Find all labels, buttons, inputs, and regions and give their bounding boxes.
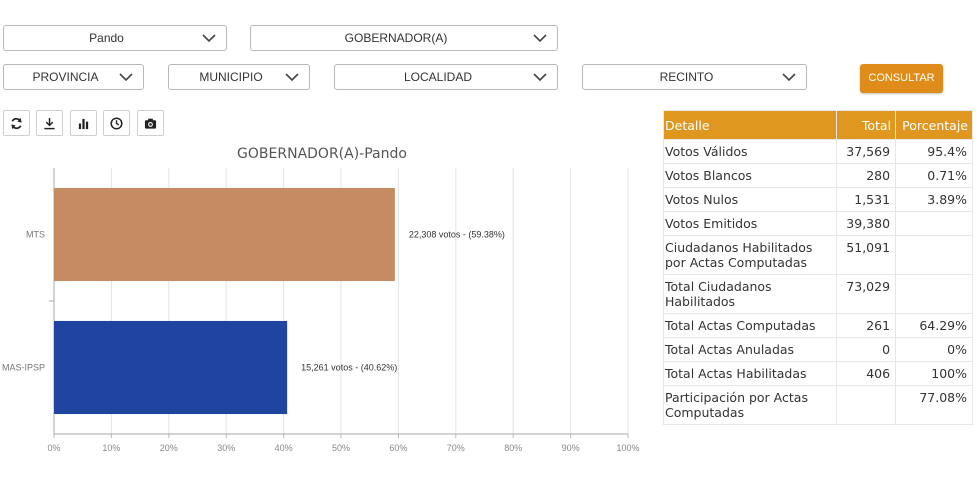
x-tick-label: 40% <box>275 443 293 453</box>
row-percent: 3.89% <box>895 187 973 212</box>
table-row: Participación por Actas Computadas 77.08% <box>662 385 973 425</box>
header-total: Total <box>836 110 897 140</box>
chevron-down-icon <box>533 73 547 82</box>
row-percent: 0% <box>895 337 973 362</box>
row-total: 1,531 <box>836 187 897 212</box>
results-body: Votos Válidos 37,569 95.4% Votos Blancos 280… <box>662 139 973 425</box>
results-bar-chart: GOBERNADOR(A)-Pando 0% 10% 20% 30% 40% 50% 60%… <box>2 146 640 453</box>
chart-bars <box>54 187 395 415</box>
row-total <box>836 385 897 425</box>
row-total: 51,091 <box>836 235 897 275</box>
chevron-down-icon <box>782 73 796 82</box>
row-total: 39,380 <box>836 211 897 236</box>
row-total: 37,569 <box>836 139 897 164</box>
row-label: Ciudadanos Habilitados por Actas Computa… <box>662 235 838 275</box>
download-icon <box>44 117 55 130</box>
table-row: Votos Blancos 280 0.71% <box>662 163 973 188</box>
departamento-select-value: Pando <box>89 31 124 45</box>
table-row: Votos Válidos 37,569 95.4% <box>662 139 973 164</box>
provincia-select-value: PROVINCIA <box>32 70 99 84</box>
row-total: 0 <box>836 337 897 362</box>
x-tick-label: 100% <box>616 443 639 453</box>
bar-mts <box>54 187 395 282</box>
table-row: Total Actas Habilitadas 406 100% <box>662 361 973 386</box>
x-tick-label: 90% <box>562 443 580 453</box>
table-row: Total Actas Computadas 261 64.29% <box>662 313 973 338</box>
municipio-select[interactable]: MUNICIPIO <box>168 64 310 90</box>
chevron-down-icon <box>285 73 299 82</box>
row-percent <box>895 211 973 236</box>
header-porcentaje: Porcentaje <box>895 110 973 140</box>
header-detalle: Detalle <box>662 110 838 140</box>
recinto-select-value: RECINTO <box>659 70 714 84</box>
table-row: Total Actas Anuladas 0 0% <box>662 337 973 362</box>
x-tick-label: 50% <box>332 443 350 453</box>
x-tick-label: 30% <box>217 443 235 453</box>
row-total: 73,029 <box>836 274 897 314</box>
x-tick-label: 70% <box>447 443 465 453</box>
row-percent: 64.29% <box>895 313 973 338</box>
chart-labels: MTS 22,308 votos - (59.38%) MAS-IPSP 15,261… <box>2 230 505 373</box>
cargo-select-value: GOBERNADOR(A) <box>344 31 448 45</box>
bar-data-label: 15,261 votos - (40.62%) <box>301 363 397 373</box>
bar-mas-ipsp <box>54 320 288 415</box>
row-percent: 77.08% <box>895 385 973 425</box>
cargo-select[interactable]: GOBERNADOR(A) <box>250 25 558 51</box>
chevron-down-icon <box>202 34 216 43</box>
table-row: Votos Nulos 1,531 3.89% <box>662 187 973 212</box>
row-percent: 100% <box>895 361 973 386</box>
localidad-select-value: LOCALIDAD <box>403 70 473 84</box>
row-total: 406 <box>836 361 897 386</box>
row-percent <box>895 274 973 314</box>
table-row: Ciudadanos Habilitados por Actas Computa… <box>662 235 973 275</box>
row-label: Votos Válidos <box>662 139 838 164</box>
x-tick-label: 80% <box>504 443 522 453</box>
download-button[interactable] <box>36 110 63 136</box>
chart-title: GOBERNADOR(A)-Pando <box>237 146 407 162</box>
chevron-down-icon <box>119 73 133 82</box>
refresh-button[interactable] <box>3 110 30 136</box>
results-table: Detalle Total Porcentaje Votos Válidos 37… <box>662 110 973 425</box>
row-label: Total Actas Anuladas <box>662 337 838 362</box>
x-tick-label: 10% <box>102 443 120 453</box>
x-tick-label: 20% <box>160 443 178 453</box>
recinto-select[interactable]: RECINTO <box>582 64 807 90</box>
row-label: Total Actas Computadas <box>662 313 838 338</box>
row-label: Votos Blancos <box>662 163 838 188</box>
history-button[interactable] <box>103 110 130 136</box>
clock-icon <box>110 117 123 130</box>
refresh-icon <box>11 117 22 130</box>
row-label: Total Ciudadanos Habilitados <box>662 274 838 314</box>
bar-chart-icon <box>78 118 89 130</box>
provincia-select[interactable]: PROVINCIA <box>3 64 144 90</box>
row-label: Votos Emitidos <box>662 211 838 236</box>
row-percent: 95.4% <box>895 139 973 164</box>
bar-chart-button[interactable] <box>70 110 97 136</box>
row-percent <box>895 235 973 275</box>
row-percent: 0.71% <box>895 163 973 188</box>
screenshot-button[interactable] <box>137 110 164 136</box>
camera-icon <box>144 118 157 129</box>
row-label: Total Actas Habilitadas <box>662 361 838 386</box>
x-tick-label: 0% <box>47 443 60 453</box>
row-label: Votos Nulos <box>662 187 838 212</box>
row-total: 261 <box>836 313 897 338</box>
y-category-label: MAS-IPSP <box>2 363 45 373</box>
chevron-down-icon <box>533 34 547 43</box>
row-label: Participación por Actas Computadas <box>662 385 838 425</box>
y-category-label: MTS <box>26 230 45 240</box>
table-row: Total Ciudadanos Habilitados 73,029 <box>662 274 973 314</box>
localidad-select[interactable]: LOCALIDAD <box>334 64 558 90</box>
x-tick-label: 60% <box>389 443 407 453</box>
consultar-button[interactable]: CONSULTAR <box>860 64 943 93</box>
results-header-row: Detalle Total Porcentaje <box>662 110 973 140</box>
row-total: 280 <box>836 163 897 188</box>
departamento-select[interactable]: Pando <box>3 25 227 51</box>
bar-data-label: 22,308 votos - (59.38%) <box>409 230 505 240</box>
municipio-select-value: MUNICIPIO <box>199 70 263 84</box>
table-row: Votos Emitidos 39,380 <box>662 211 973 236</box>
